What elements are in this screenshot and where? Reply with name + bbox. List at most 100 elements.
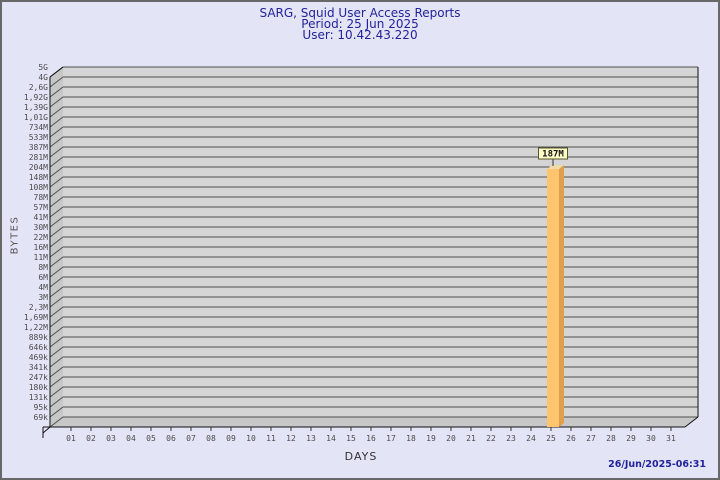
bar-side-face bbox=[559, 165, 564, 427]
grid-slant-tick bbox=[49, 256, 64, 268]
x-tick-label: 18 bbox=[406, 434, 416, 443]
y-tick-label: 22M bbox=[34, 233, 49, 242]
x-tick-label: 31 bbox=[666, 434, 676, 443]
y-tick-label: 247k bbox=[29, 373, 48, 382]
grid-slant-tick bbox=[49, 176, 64, 188]
y-tick-label: 387M bbox=[29, 143, 48, 152]
y-tick-label: 4M bbox=[38, 283, 48, 292]
y-tick-label: 16M bbox=[34, 243, 49, 252]
x-tick-label: 14 bbox=[326, 434, 336, 443]
grid-slant-tick bbox=[49, 196, 64, 208]
grid-slant-tick bbox=[49, 136, 64, 148]
x-tick-label: 04 bbox=[126, 434, 136, 443]
x-tick-label: 02 bbox=[86, 434, 96, 443]
x-tick-label: 25 bbox=[546, 434, 556, 443]
y-tick-label: 281M bbox=[29, 153, 48, 162]
grid-slant-tick bbox=[49, 296, 64, 308]
x-tick-label: 01 bbox=[66, 434, 76, 443]
x-tick-label: 12 bbox=[286, 434, 296, 443]
bar-value-label: 187M bbox=[542, 150, 564, 160]
grid-slant-tick bbox=[49, 396, 64, 408]
x-tick-label: 17 bbox=[386, 434, 396, 443]
x-tick-label: 23 bbox=[506, 434, 516, 443]
grid-slant-tick bbox=[49, 246, 64, 258]
x-tick-label: 19 bbox=[426, 434, 436, 443]
x-tick-label: 20 bbox=[446, 434, 456, 443]
x-axis-title: DAYS bbox=[344, 450, 378, 463]
grid-slant-tick bbox=[49, 216, 64, 228]
grid-slant-tick bbox=[49, 106, 64, 118]
x-tick-label: 06 bbox=[166, 434, 176, 443]
grid-slant-tick bbox=[49, 156, 64, 168]
y-tick-label: 4G bbox=[38, 73, 48, 82]
report-header: SARG, Squid User Access Reports Period: … bbox=[2, 7, 718, 42]
y-tick-label: 1,69M bbox=[24, 313, 48, 322]
x-tick-label: 03 bbox=[106, 434, 116, 443]
y-tick-label: 469k bbox=[29, 353, 48, 362]
y-tick-label: 180k bbox=[29, 383, 48, 392]
grid-slant-tick bbox=[49, 236, 64, 248]
bar-value-box bbox=[538, 147, 568, 160]
x-tick-label: 13 bbox=[306, 434, 316, 443]
y-tick-label: 8M bbox=[38, 263, 48, 272]
x-tick-label: 07 bbox=[186, 434, 196, 443]
x-tick-label: 10 bbox=[246, 434, 256, 443]
grid-slant-tick bbox=[49, 126, 64, 138]
y-tick-label: 95k bbox=[34, 403, 49, 412]
y-tick-label: 889k bbox=[29, 333, 48, 342]
y-tick-label: 2,6G bbox=[29, 83, 48, 92]
plot-background bbox=[63, 67, 698, 417]
y-tick-label: 1,92G bbox=[24, 93, 48, 102]
grid-slant-tick bbox=[49, 186, 64, 198]
x-tick-label: 28 bbox=[606, 434, 616, 443]
grid-slant-tick bbox=[49, 376, 64, 388]
x-tick-label: 22 bbox=[486, 434, 496, 443]
y-tick-label: 131k bbox=[29, 393, 48, 402]
x-tick-label: 26 bbox=[566, 434, 576, 443]
y-tick-label: 533M bbox=[29, 133, 48, 142]
grid-slant-tick bbox=[49, 266, 64, 278]
grid-slant-tick bbox=[49, 346, 64, 358]
x-axis-right-corner bbox=[684, 416, 699, 428]
y-tick-label: 57M bbox=[34, 203, 49, 212]
grid-slant-tick bbox=[49, 146, 64, 158]
y-tick-label: 108M bbox=[29, 183, 48, 192]
x-tick-label: 29 bbox=[626, 434, 636, 443]
y-axis-title: BYTES bbox=[9, 215, 21, 255]
grid-slant-tick bbox=[49, 406, 64, 418]
grid-slant-tick bbox=[49, 386, 64, 398]
x-tick-label: 05 bbox=[146, 434, 156, 443]
grid-slant-tick bbox=[49, 116, 64, 128]
x-tick-label: 21 bbox=[466, 434, 476, 443]
x-tick-label: 30 bbox=[646, 434, 656, 443]
y-tick-label: 646k bbox=[29, 343, 48, 352]
x-tick-label: 08 bbox=[206, 434, 216, 443]
grid-slant-tick bbox=[49, 166, 64, 178]
grid-slant-tick bbox=[49, 356, 64, 368]
grid-slant-tick bbox=[49, 206, 64, 218]
y-tick-label: 78M bbox=[34, 193, 49, 202]
report-user: User: 10.42.43.220 bbox=[302, 28, 418, 42]
x-tick-label: 24 bbox=[526, 434, 536, 443]
y-tick-label: 1,22M bbox=[24, 323, 48, 332]
y-tick-label: 41M bbox=[34, 213, 49, 222]
origin-diagonal bbox=[42, 426, 51, 434]
grid-slant-tick bbox=[49, 226, 64, 238]
report-period: Period: 25 Jun 2025 bbox=[301, 17, 419, 31]
x-tick-label: 15 bbox=[346, 434, 356, 443]
grid-slant-tick bbox=[49, 326, 64, 338]
generated-timestamp: 26/Jun/2025-06:31 bbox=[608, 459, 706, 470]
x-tick-label: 09 bbox=[226, 434, 236, 443]
y-tick-label: 2,3M bbox=[29, 303, 48, 312]
axis-floor-3d bbox=[50, 417, 698, 427]
grid-slant-tick bbox=[49, 86, 64, 98]
y-tick-label: 1,01G bbox=[24, 113, 48, 122]
grid-slant-tick bbox=[49, 316, 64, 328]
y-tick-label: 1,39G bbox=[24, 103, 48, 112]
wall-top-edge bbox=[49, 66, 64, 78]
x-tick-label: 27 bbox=[586, 434, 596, 443]
bar-front-face bbox=[547, 169, 559, 427]
grid-slant-tick bbox=[49, 276, 64, 288]
y-tick-label: 148M bbox=[29, 173, 48, 182]
